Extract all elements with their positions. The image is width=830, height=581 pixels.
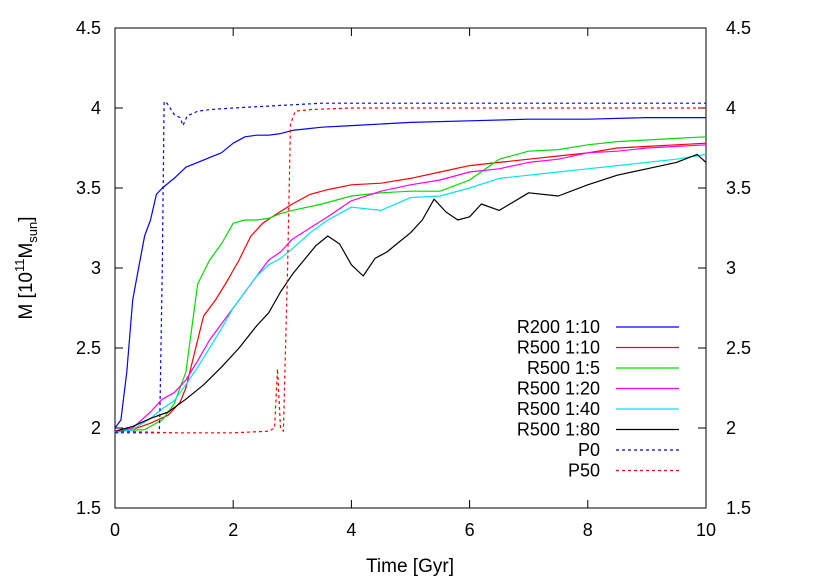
y-tick-label-right: 3 bbox=[726, 258, 736, 278]
series-lines bbox=[115, 100, 706, 434]
y-tick-label-left: 4 bbox=[91, 98, 101, 118]
series-line-r500-1-40 bbox=[115, 153, 706, 434]
legend-label-r500-1-20: R500 1:20 bbox=[517, 379, 600, 399]
y-tick-label-left: 2 bbox=[91, 418, 101, 438]
series-line-r500-1-80 bbox=[115, 153, 706, 432]
plot-frame bbox=[114, 27, 707, 509]
x-axis-label: Time [Gyr] bbox=[366, 556, 454, 577]
x-tick-label: 6 bbox=[465, 520, 475, 540]
axis-ticks: 0 2 4 6 8 10 1.5 1.5 2 2 2.5 2.5 3 3 3.5 3.5 4 4 4.5 4.5 bbox=[76, 18, 751, 540]
x-tick-label: 4 bbox=[346, 520, 356, 540]
y-tick-label-right: 3.5 bbox=[726, 178, 751, 198]
legend-label-p0: P0 bbox=[578, 440, 600, 460]
y-tick-label-left: 2.5 bbox=[76, 338, 101, 358]
y-tick-label-left: 3 bbox=[91, 258, 101, 278]
series-line-r500-1-20 bbox=[115, 144, 706, 432]
series-line-r200-1-10 bbox=[115, 116, 706, 429]
y-tick-label-right: 4.5 bbox=[726, 18, 751, 38]
y-tick-label-right: 2.5 bbox=[726, 338, 751, 358]
series-line-r500-1-5 bbox=[115, 136, 706, 432]
legend-label-r500-1-80: R500 1:80 bbox=[517, 420, 600, 440]
series-line-r500-1-10 bbox=[115, 142, 706, 432]
y-tick-label-left: 4.5 bbox=[76, 18, 101, 38]
y-tick-label-right: 2 bbox=[726, 418, 736, 438]
legend-label-r200-1-10: R200 1:10 bbox=[517, 317, 600, 337]
x-tick-label: 8 bbox=[583, 520, 593, 540]
legend-label-r500-1-10: R500 1:10 bbox=[517, 338, 600, 358]
legend-label-p50: P50 bbox=[568, 461, 600, 481]
y-tick-label-left: 1.5 bbox=[76, 498, 101, 518]
y-tick-label-right: 4 bbox=[726, 98, 736, 118]
y-tick-label-left: 3.5 bbox=[76, 178, 101, 198]
legend-label-r500-1-40: R500 1:40 bbox=[517, 399, 600, 419]
x-tick-label: 0 bbox=[110, 520, 120, 540]
series-line-p50 bbox=[115, 107, 706, 434]
x-tick-label: 10 bbox=[696, 520, 716, 540]
x-tick-label: 2 bbox=[228, 520, 238, 540]
legend-label-r500-1-5: R500 1:5 bbox=[527, 358, 600, 378]
y-tick-label-right: 1.5 bbox=[726, 498, 751, 518]
series-line-p0 bbox=[115, 100, 706, 434]
y-axis-label: M [1011Msun] bbox=[12, 216, 40, 319]
